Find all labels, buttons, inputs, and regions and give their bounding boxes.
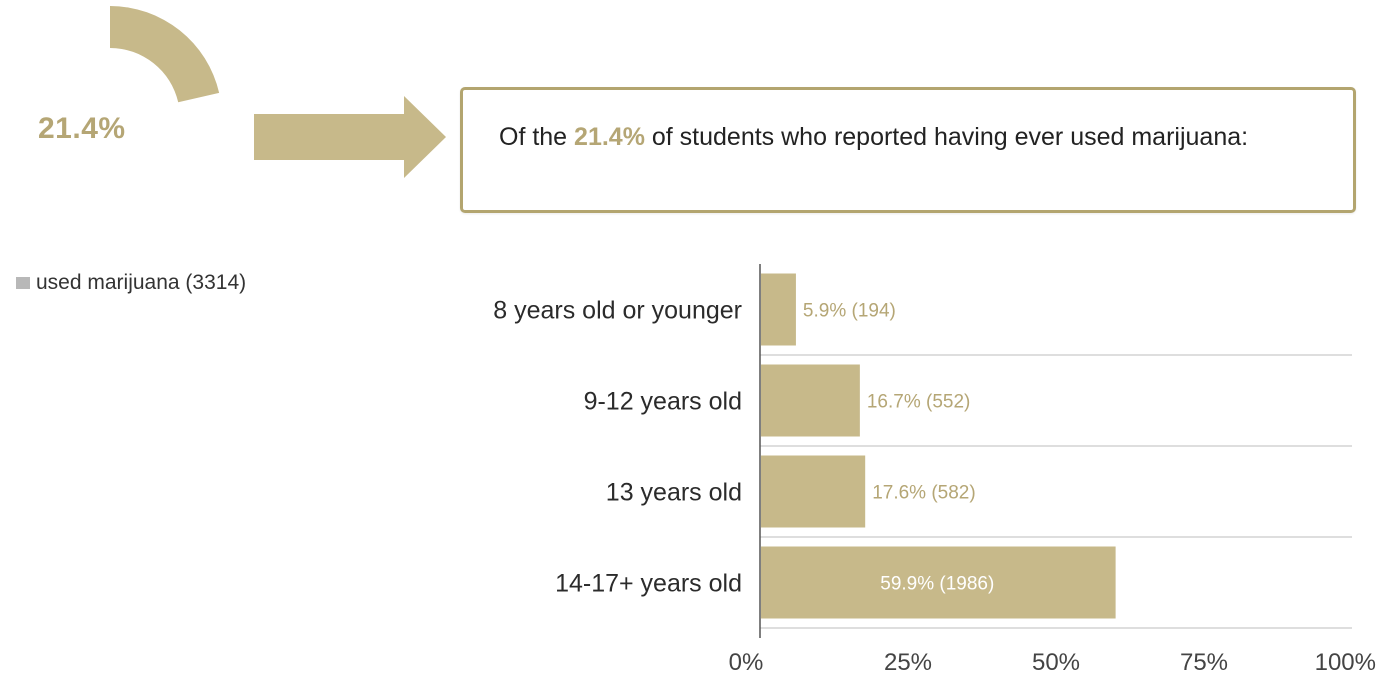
category-label: 13 years old [606,479,742,507]
callout-highlight: 21.4% [574,123,645,151]
bar [761,455,866,528]
bar [761,273,796,346]
data-label: 59.9% (1986) [880,574,994,595]
bar [761,364,860,437]
category-label: 8 years old or younger [493,297,742,325]
x-tick-label: 50% [1032,649,1080,673]
legend: used marijuana (3314) [16,271,246,295]
donut-chart [110,6,220,103]
data-label: 5.9% (194) [803,301,896,322]
category-label: 9-12 years old [584,388,742,416]
category-label: 14-17+ years old [555,570,742,598]
legend-label: used marijuana (3314) [36,271,247,294]
callout-box: Of the 21.4% of students who reported ha… [460,87,1356,213]
donut-value-label: 21.4% [38,112,126,145]
data-label: 17.6% (582) [872,483,976,504]
x-tick-label: 0% [729,649,764,673]
x-tick-label: 75% [1180,649,1228,673]
age-bar-chart: 8 years old or younger 5.9% (194) 9-12 yea… [493,264,1376,673]
bar [761,546,1116,619]
data-label: 16.7% (552) [867,392,971,413]
callout-text-after: of students who reported having ever use… [644,123,1249,151]
callout-text: Of the 21.4% of students who reported ha… [499,116,1279,158]
donut-segment-used [110,6,220,103]
x-tick-label: 100% [1315,649,1376,673]
right-arrow-icon [254,96,446,178]
legend-swatch [16,277,30,289]
callout-text-before: Of the [499,123,575,151]
x-tick-label: 25% [884,649,932,673]
